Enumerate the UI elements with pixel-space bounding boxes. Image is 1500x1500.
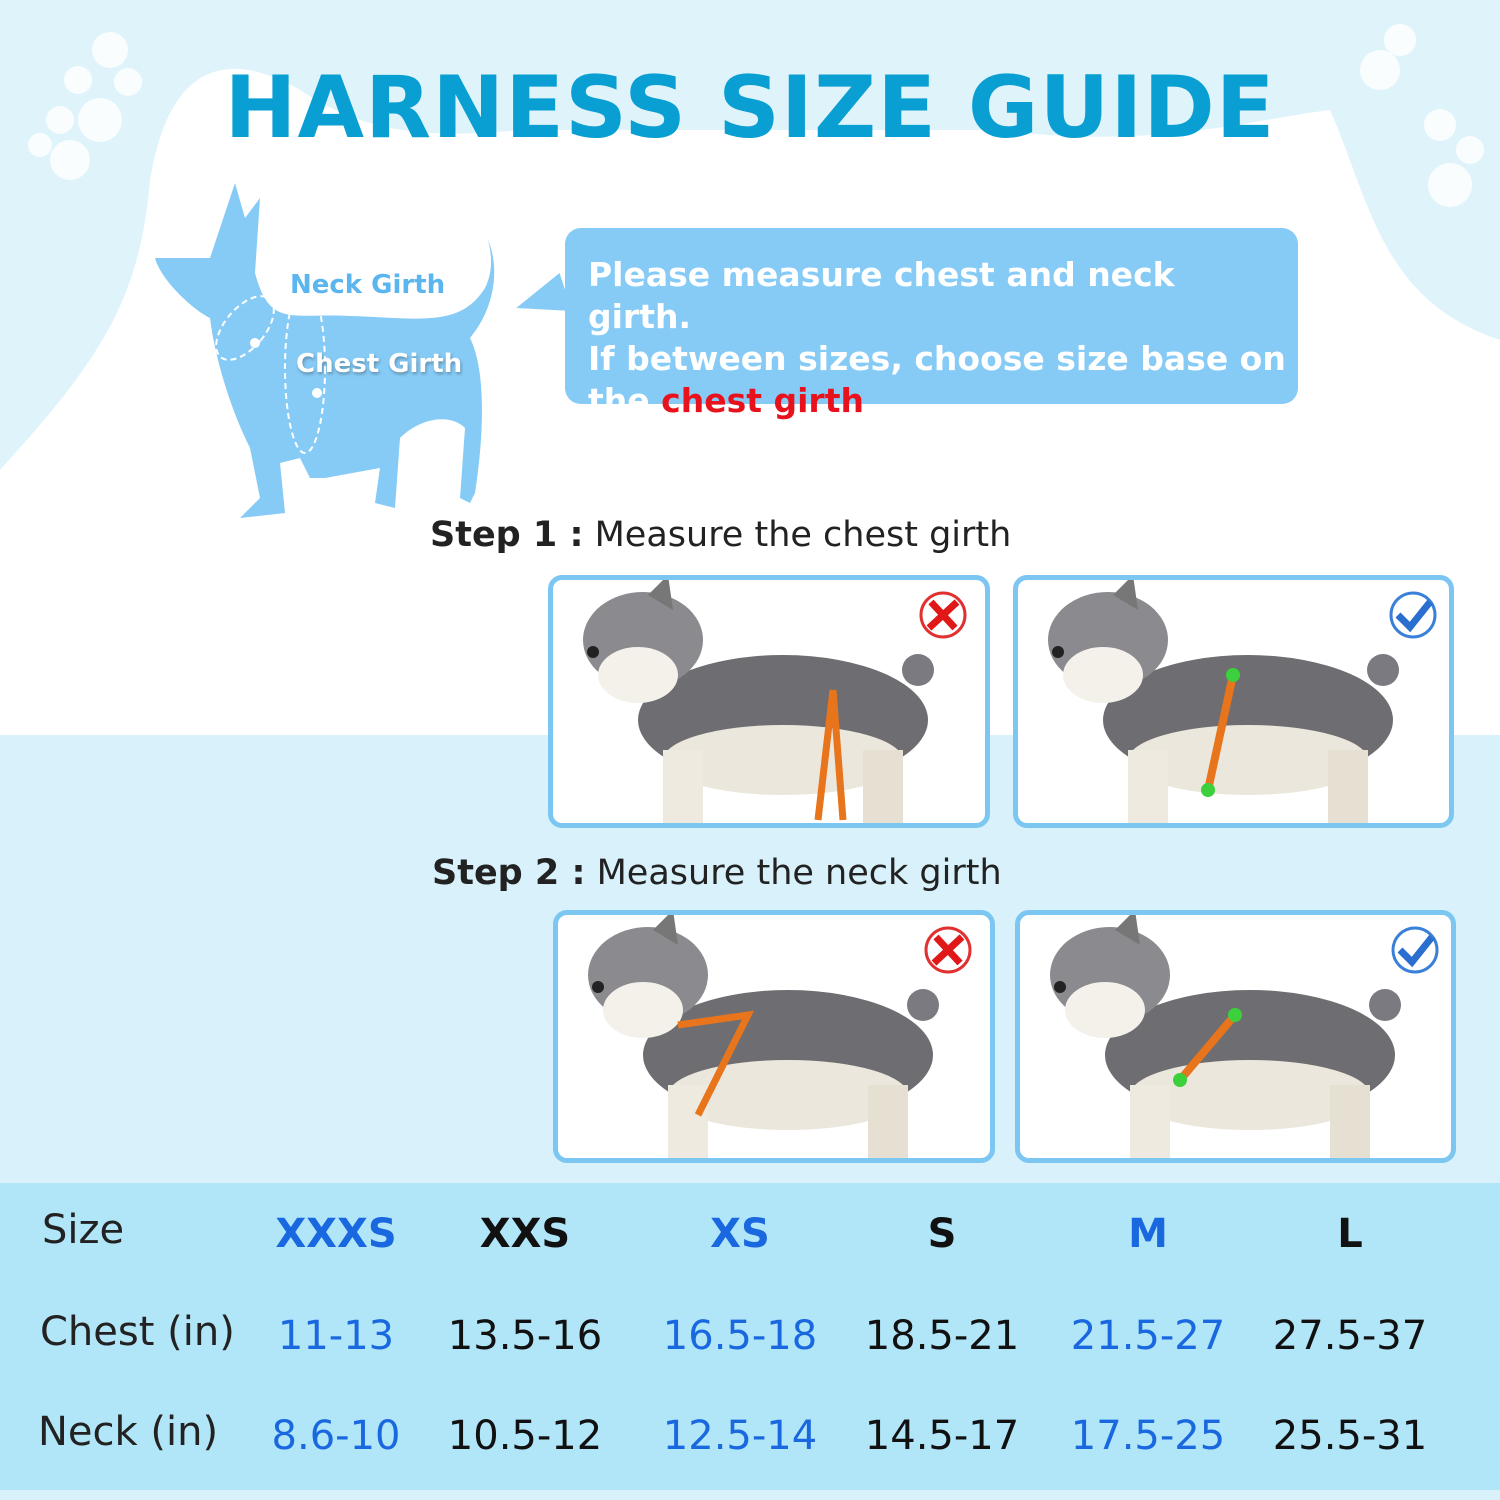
red-x-icon: [919, 591, 967, 639]
table-cell-chest-l: 27.5-37: [1272, 1313, 1428, 1359]
table-cell-chest-m: 21.5-27: [1070, 1313, 1226, 1359]
dog-photo: [1048, 580, 1437, 823]
page-title: HARNESS SIZE GUIDE: [224, 58, 1276, 158]
table-cell-neck-l: 25.5-31: [1272, 1413, 1428, 1459]
dog-photo: [588, 915, 972, 1158]
table-cell-chest-xxs: 13.5-16: [447, 1313, 603, 1359]
row-label-neck: Neck (in): [38, 1409, 219, 1455]
dog-photo: [1050, 915, 1439, 1158]
note-line-1: Please measure chest and neck girth.: [588, 255, 1175, 336]
table-cell-sizes-s: S: [927, 1211, 957, 1257]
table-cell-chest-xxxs: 11-13: [277, 1313, 395, 1359]
row-label-sizes: Size: [42, 1207, 125, 1253]
measurement-note: Please measure chest and neck girth. If …: [565, 228, 1298, 420]
dog-silhouette-diagram: [155, 183, 495, 518]
table-cell-neck-xxxs: 8.6-10: [271, 1413, 401, 1459]
table-cell-neck-m: 17.5-25: [1070, 1413, 1226, 1459]
table-cell-sizes-xxs: XXS: [479, 1211, 571, 1257]
step-1-photo-wrong: [548, 575, 990, 828]
table-cell-neck-xs: 12.5-14: [662, 1413, 818, 1459]
chest-girth-label: Chest Girth: [296, 349, 463, 379]
step-2-heading: Step 2 : Measure the neck girth: [432, 853, 1002, 893]
table-cell-chest-xs: 16.5-18: [662, 1313, 818, 1359]
note-line-3: the chest girth.: [588, 381, 877, 420]
row-label-chest: Chest (in): [40, 1309, 235, 1355]
table-cell-sizes-l: L: [1337, 1211, 1363, 1257]
table-cell-neck-xxs: 10.5-12: [447, 1413, 603, 1459]
size-table: Size XXXS XXS XS S M L Chest (in) 11-13 13.5-16 16…: [0, 1183, 1500, 1490]
table-cell-sizes-xs: XS: [710, 1211, 770, 1257]
note-line-2: If between sizes, choose size base on: [588, 339, 1286, 378]
step-2-photo-correct: [1015, 910, 1456, 1163]
note-highlight: chest girth: [661, 381, 864, 420]
table-cell-chest-s: 18.5-21: [864, 1313, 1020, 1359]
neck-girth-label: Neck Girth: [290, 270, 446, 300]
step-1-heading: Step 1 : Measure the chest girth: [430, 515, 1012, 555]
table-cell-sizes-xxxs: XXXS: [275, 1211, 397, 1257]
dog-photo: [583, 580, 967, 823]
step-2-photo-wrong: [553, 910, 995, 1163]
red-x-icon: [924, 926, 972, 974]
blue-check-icon: [1389, 591, 1437, 639]
blue-check-icon: [1391, 926, 1439, 974]
step-1-photo-correct: [1013, 575, 1454, 828]
table-cell-sizes-m: M: [1128, 1211, 1168, 1257]
table-cell-neck-s: 14.5-17: [864, 1413, 1020, 1459]
